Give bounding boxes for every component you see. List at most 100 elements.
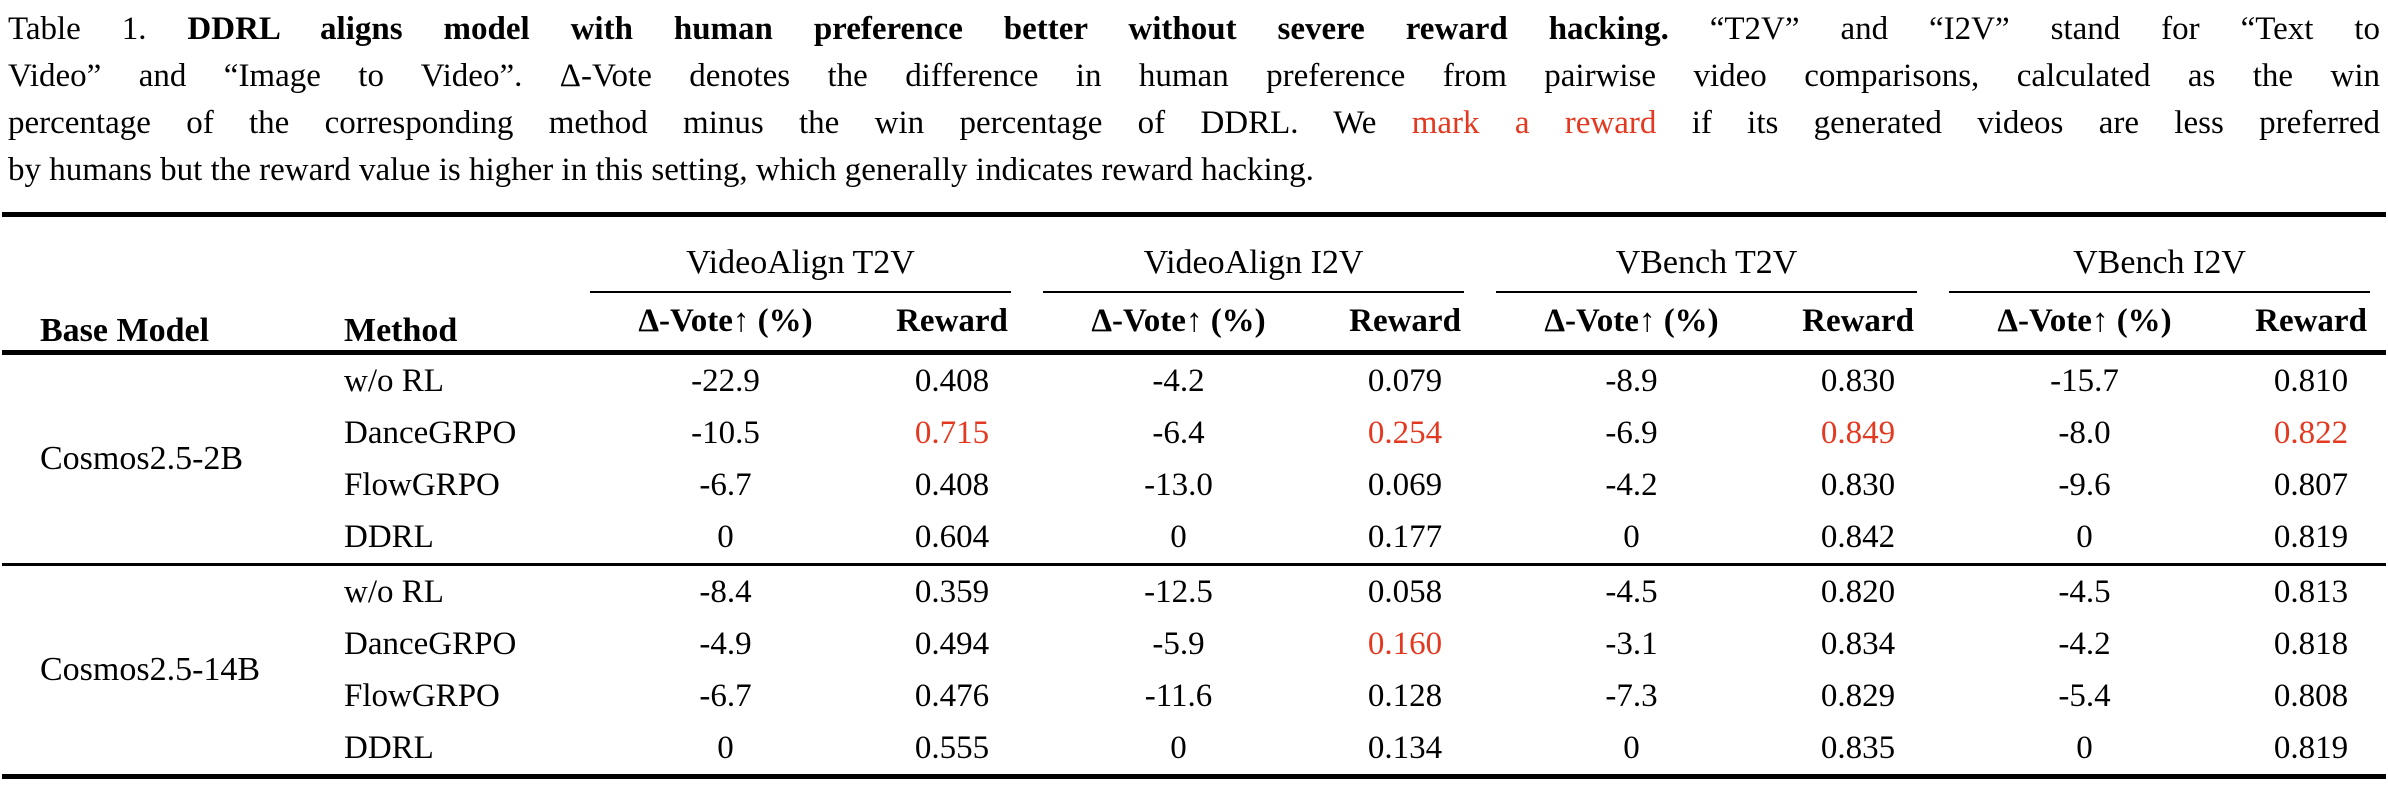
base-model-cell: Cosmos2.5-2B — [2, 352, 332, 566]
value-cell: 0.134 — [1367, 729, 1443, 766]
value-cell: -22.9 — [691, 362, 760, 399]
value-cell: 0.818 — [2273, 625, 2349, 662]
caption-text: by humans but the reward value is higher… — [8, 152, 1314, 188]
value-cell: 0 — [1480, 511, 1784, 566]
value-cell: -10.5 — [691, 414, 760, 451]
value-cell: -4.5 — [1605, 573, 1658, 610]
col-header-delta-vote: Δ-Vote↑ (%) — [638, 303, 813, 339]
col-header-delta-vote: Δ-Vote↑ (%) — [1544, 303, 1719, 339]
value-cell: -4.5 — [2058, 573, 2111, 610]
table-row: FlowGRPO -6.7 0.408 -13.0 0.069 -4.2 0.830 -9.6… — [2, 459, 2386, 511]
value-cell: -8.9 — [1605, 362, 1658, 399]
value-cell: 0 — [1027, 511, 1331, 566]
caption-text: percentage of the corresponding method m… — [8, 105, 1412, 141]
col-header-delta-vote: Δ-Vote↑ (%) — [1997, 303, 2172, 339]
value-cell: 0.829 — [1820, 677, 1896, 714]
value-cell: 0.494 — [914, 625, 990, 662]
group-label: VideoAlign T2V — [590, 244, 1012, 293]
table-row: DanceGRPO -10.5 0.715 -6.4 0.254 -6.9 0.849 -8.… — [2, 407, 2386, 459]
col-group-videoalign-i2v: VideoAlign I2V — [1027, 215, 1480, 293]
value-cell: 0.128 — [1367, 677, 1443, 714]
header-group-row: Base Model Method VideoAlign T2V VideoAl… — [2, 215, 2386, 349]
col-group-videoalign-t2v: VideoAlign T2V — [574, 215, 1027, 293]
caption-text: DDRL aligns model with human preference … — [187, 11, 1669, 47]
value-cell: 0 — [717, 729, 734, 766]
header-sub-row: Δ-Vote↑ (%) Reward Δ-Vote↑ (%) Reward Δ-… — [2, 293, 2386, 353]
value-cell: 0.819 — [2236, 511, 2387, 566]
table-body: Cosmos2.5-2B w/o RL -22.9 0.408 -4.2 0.079 -8.… — [2, 352, 2387, 777]
table-row: DDRL 0 0.555 0 0.134 0 0.835 0 0.819 — [2, 722, 2386, 777]
method-cell: DanceGRPO — [344, 414, 517, 451]
value-cell: 0.842 — [1783, 511, 1934, 566]
value-cell: 0.079 — [1367, 362, 1443, 399]
value-cell: -11.6 — [1144, 677, 1213, 714]
value-cell: 0.555 — [914, 729, 990, 766]
value-cell: 0.808 — [2273, 677, 2349, 714]
results-table: Base Model Method VideoAlign T2V VideoAl… — [2, 212, 2387, 779]
col-header-reward: Reward — [2255, 303, 2367, 339]
value-cell: 0.830 — [1820, 466, 1896, 503]
group-label: VideoAlign I2V — [1043, 244, 1465, 293]
col-header-method: Method — [344, 312, 458, 349]
value-cell: 0.359 — [914, 573, 990, 610]
value-cell: 0.069 — [1367, 466, 1443, 503]
value-cell: -15.7 — [2050, 362, 2119, 399]
value-cell: -5.9 — [1152, 625, 1205, 662]
method-cell: FlowGRPO — [344, 466, 500, 503]
method-cell: FlowGRPO — [344, 677, 500, 714]
caption-text: Table 1. — [8, 11, 188, 47]
value-cell: 0 — [1170, 729, 1187, 766]
value-cell: -5.4 — [2058, 677, 2111, 714]
caption-text: Video” and “Image to Video”. Δ-Vote deno… — [8, 58, 2380, 94]
method-cell: w/o RL — [344, 362, 444, 399]
value-cell: 0.835 — [1820, 729, 1896, 766]
value-cell: 0.177 — [1330, 511, 1481, 566]
col-header-reward: Reward — [1802, 303, 1914, 339]
value-cell: 0 — [1623, 729, 1640, 766]
value-cell: 0.408 — [914, 362, 990, 399]
value-cell: -4.2 — [2058, 625, 2111, 662]
value-cell: 0.820 — [1820, 573, 1896, 610]
group-label: VBench I2V — [1949, 244, 2371, 293]
table-row: DDRL 0 0.604 0 0.177 0 0.842 0 0.819 — [2, 511, 2387, 566]
value-cell: -6.7 — [699, 466, 752, 503]
reward-hacked-value-cell: 0.254 — [1367, 414, 1443, 451]
value-cell: -4.2 — [1605, 466, 1658, 503]
value-cell: 0.813 — [2273, 573, 2349, 610]
value-cell: -13.0 — [1144, 466, 1213, 503]
table-row: Cosmos2.5-14B w/o RL -8.4 0.359 -12.5 0.058 -4… — [2, 565, 2386, 689]
method-cell: w/o RL — [344, 573, 444, 610]
caption-text: “T2V” and “I2V” stand for “Text to — [1668, 11, 2380, 47]
value-cell: 0.604 — [877, 511, 1028, 566]
reward-hacked-value-cell: 0.715 — [914, 414, 990, 451]
value-cell: -8.4 — [699, 573, 752, 610]
caption-line: percentage of the corresponding method m… — [8, 100, 2380, 147]
col-header-reward: Reward — [1349, 303, 1461, 339]
method-cell: DDRL — [344, 729, 434, 766]
value-cell: 0 — [574, 511, 877, 566]
value-cell: 0 — [2076, 729, 2093, 766]
value-cell: -6.7 — [699, 677, 752, 714]
reward-hacked-value-cell: 0.160 — [1367, 625, 1443, 662]
col-header-delta-vote: Δ-Vote↑ (%) — [1091, 303, 1266, 339]
caption-red-phrase: mark a reward — [1411, 105, 1657, 141]
value-cell: 0 — [1933, 511, 2237, 566]
table-row: FlowGRPO -6.7 0.476 -11.6 0.128 -7.3 0.829 -5.4… — [2, 670, 2386, 722]
value-cell: -4.2 — [1152, 362, 1205, 399]
caption-text: if its generated videos are less preferr… — [1656, 105, 2380, 141]
value-cell: -6.4 — [1152, 414, 1205, 451]
value-cell: -4.9 — [699, 625, 752, 662]
group-label: VBench T2V — [1496, 244, 1918, 293]
table-row: Cosmos2.5-2B w/o RL -22.9 0.408 -4.2 0.079 -8.… — [2, 352, 2386, 566]
table-row: DanceGRPO -4.9 0.494 -5.9 0.160 -3.1 0.834 -4.2… — [2, 618, 2386, 670]
value-cell: -9.6 — [2058, 466, 2111, 503]
value-cell: -8.0 — [2058, 414, 2111, 451]
value-cell: 0.058 — [1367, 573, 1443, 610]
value-cell: -12.5 — [1144, 573, 1213, 610]
caption-line: Video” and “Image to Video”. Δ-Vote deno… — [8, 53, 2380, 100]
method-cell: DanceGRPO — [344, 625, 517, 662]
value-cell: -3.1 — [1605, 625, 1658, 662]
table-caption: Table 1. DDRL aligns model with human pr… — [8, 6, 2380, 194]
reward-hacked-value-cell: 0.849 — [1820, 414, 1896, 451]
